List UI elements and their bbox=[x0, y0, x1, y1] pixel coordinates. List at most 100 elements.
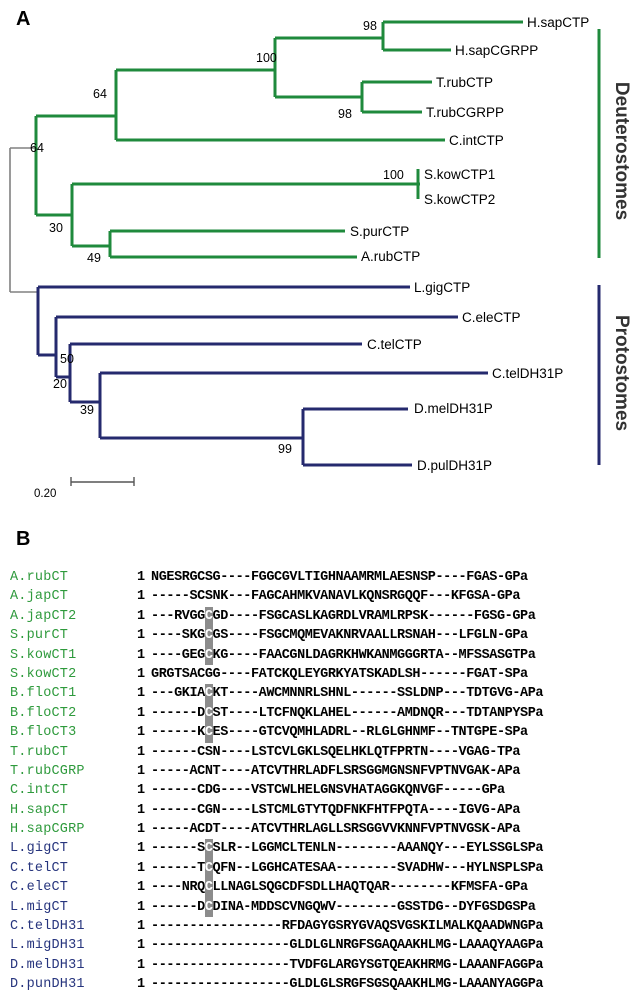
sequence-start: 1 bbox=[137, 860, 146, 876]
leaf-label: C.intCTP bbox=[449, 133, 504, 148]
alignment-row: A.japCT2 1 ---RVGGCGD----FSGCASLKAGRDLVRAM… bbox=[10, 606, 638, 627]
deuterostome-branches bbox=[34, 20, 523, 259]
sequence-start: 1 bbox=[137, 880, 146, 896]
alignment-row: S.purCT 1 ----SKGCGS----FSGCMQMEVAKNRVAALL… bbox=[10, 626, 638, 646]
alignment-row: T.rubCT 1 ------CSN----LSTCVLGKLSQELHKLQTF… bbox=[10, 743, 638, 762]
sequence-name: H.sapCT bbox=[10, 802, 69, 818]
alignment-row: A.rubCT 1 NGESRGCSG----FGGCGVLTIGHNAAMRMLA… bbox=[10, 568, 638, 587]
alignment-row: C.intCT 1 ------CDG----VSTCWLHELGNSVHATAGG… bbox=[10, 781, 638, 800]
branch-prot-root bbox=[36, 285, 410, 357]
leaf-label: H.sapCTP bbox=[527, 15, 589, 30]
sequence-name: D.melDH31 bbox=[10, 957, 85, 973]
scale-label: 0.20 bbox=[34, 488, 56, 500]
sequence-start: 1 bbox=[137, 608, 146, 624]
leaf-label: T.rubCGRPP bbox=[426, 105, 504, 120]
sequence-name: B.floCT3 bbox=[10, 725, 77, 741]
bootstrap-value: 100 bbox=[383, 168, 404, 182]
leaf-label: C.eleCTP bbox=[462, 310, 521, 325]
sequence-name: C.telCT bbox=[10, 860, 69, 876]
tree-root-branch bbox=[9, 147, 38, 293]
sequence-residues: ------DCDINA-MDDSCVNGQWV--------GSSTDG--… bbox=[151, 897, 536, 918]
sequence-name: C.eleCT bbox=[10, 880, 69, 896]
alignment-row: A.japCT 1 -----SCSNK---FAGCAHMKVANAVLKQNSR… bbox=[10, 587, 638, 606]
sequence-start: 1 bbox=[137, 744, 146, 760]
sequence-name: L.migDH31 bbox=[10, 938, 85, 954]
protostome-branches bbox=[36, 285, 488, 467]
sequence-residues: ------SCSLR--LGGMCLTENLN--------AAANQY--… bbox=[151, 839, 543, 859]
alignment-row: B.floCT3 1 ------KCES----GTCVQMHLADRL--RLG… bbox=[10, 723, 638, 743]
sequence-name: C.intCT bbox=[10, 783, 69, 799]
panel-b-label: B bbox=[16, 528, 31, 550]
leaf-label: L.gigCTP bbox=[414, 280, 470, 295]
sequence-name: L.gigCT bbox=[10, 841, 69, 857]
leaf-label: A.rubCTP bbox=[361, 249, 420, 264]
sequence-start: 1 bbox=[137, 589, 146, 605]
alignment-row: H.sapCGRP 1 -----ACDT----ATCVTHRLAGLLSRSGG… bbox=[10, 820, 638, 839]
sequence-name: A.rubCT bbox=[10, 570, 69, 585]
sequence-residues: ------------------GLDLGLSRGFSGSQAAKHLMG-… bbox=[151, 977, 544, 993]
alignment-row: S.kowCT1 1 ----GEGCKG----FAACGNLDAGRKHWKAN… bbox=[10, 645, 638, 665]
leaf-label: S.kowCTP1 bbox=[424, 167, 495, 182]
bootstrap-value: 30 bbox=[49, 221, 63, 235]
sequence-start: 1 bbox=[137, 763, 146, 779]
sequence-alignment: A.rubCT 1 NGESRGCSG----FGGCGVLTIGHNAAMRMLA… bbox=[10, 568, 638, 995]
alignment-row: L.gigCT 1 ------SCSLR--LGGMCLTENLN--------… bbox=[10, 839, 638, 859]
alignment-row: L.migDH31 1 ------------------GLDLGLNRGFSG… bbox=[10, 936, 638, 955]
alignment-row: L.migCT 1 ------DCDINA-MDDSCVNGQWV--------… bbox=[10, 897, 638, 918]
sequence-start: 1 bbox=[137, 957, 146, 973]
alignment-row: C.eleCT 1 ----NRQCLLNAGLSQGCDFSDLLHAQTQAR-… bbox=[10, 878, 638, 898]
sequence-residues: ------------------TVDFGLARGYSGTQEAKHRMG-… bbox=[151, 957, 544, 973]
sequence-name: L.migCT bbox=[10, 899, 69, 915]
leaf-label: C.telDH31P bbox=[492, 366, 563, 381]
sequence-residues: ----SKGCGS----FSGCMQMEVAKNRVAALLRSNAH---… bbox=[151, 626, 528, 646]
bootstrap-value: 99 bbox=[278, 442, 292, 456]
sequence-name: S.purCT bbox=[10, 628, 69, 644]
sequence-name: B.floCT2 bbox=[10, 705, 77, 721]
alignment-row: B.floCT1 1 ---GKIACKT----AWCMNNRLSHNL-----… bbox=[10, 684, 638, 704]
sequence-residues: ------DCST----LTCFNQKLAHEL------AMDNQR--… bbox=[151, 703, 543, 724]
bootstrap-value: 64 bbox=[30, 141, 44, 155]
leaf-label: D.melDH31P bbox=[414, 401, 493, 416]
branch-vert-echi bbox=[273, 36, 383, 99]
leaf-label: S.purCTP bbox=[350, 224, 409, 239]
sequence-name: A.japCT2 bbox=[10, 608, 77, 624]
sequence-start: 1 bbox=[137, 647, 146, 663]
bootstrap-value: 100 bbox=[256, 51, 277, 65]
sequence-start: 1 bbox=[137, 570, 146, 585]
sequence-name: S.kowCT2 bbox=[10, 666, 77, 682]
sequence-start: 1 bbox=[137, 899, 146, 915]
sequence-residues: -----------------RFDAGYGSRYGVAQSVGSKILMA… bbox=[151, 919, 544, 935]
leaf-label: H.sapCGRPP bbox=[455, 43, 538, 58]
bootstrap-value: 64 bbox=[93, 87, 107, 101]
sequence-residues: ------CSN----LSTCVLGKLSQELHKLQTFPRTN----… bbox=[151, 744, 520, 760]
branch-deut-a bbox=[36, 68, 445, 142]
sequence-name: H.sapCGRP bbox=[10, 822, 85, 838]
sequence-name: A.japCT bbox=[10, 589, 69, 605]
sequence-start: 1 bbox=[137, 628, 146, 644]
alignment-row: S.kowCT2 1 GRGTSACGG----FATCKQLEYGRKYATSKA… bbox=[10, 665, 638, 684]
sequence-residues: ---GKIACKT----AWCMNNRLSHNL------SSLDNP--… bbox=[151, 684, 543, 704]
sequence-residues: -----SCSNK---FAGCAHMKVANAVLKQNSRGQQF---K… bbox=[151, 589, 520, 605]
deuterostomes-label: Deuterostomes bbox=[611, 82, 632, 220]
sequence-start: 1 bbox=[137, 666, 146, 682]
leaf-label: C.telCTP bbox=[367, 337, 422, 352]
protostomes-label: Protostomes bbox=[611, 315, 632, 431]
sequence-name: S.kowCT1 bbox=[10, 647, 77, 663]
bootstrap-value: 49 bbox=[87, 251, 101, 265]
sequence-start: 1 bbox=[137, 725, 146, 741]
sequence-residues: -----ACNT----ATCVTHRLADFLSRSGGMGNSNFVPTN… bbox=[151, 763, 520, 779]
leaf-label: S.kowCTP2 bbox=[424, 192, 495, 207]
leaf-label: D.pulDH31P bbox=[417, 458, 492, 473]
sequence-residues: NGESRGCSG----FGGCGVLTIGHNAAMRMLAESNSP---… bbox=[151, 570, 528, 585]
branch-prot-b bbox=[68, 342, 362, 404]
leaf-label: T.rubCTP bbox=[436, 75, 493, 90]
alignment-row: D.melDH31 1 ------------------TVDFGLARGYSG… bbox=[10, 956, 638, 975]
branch-dros bbox=[301, 407, 412, 467]
branch-prot-c bbox=[98, 371, 488, 440]
scale-bar bbox=[70, 477, 135, 486]
bootstrap-value: 20 bbox=[53, 377, 67, 391]
branch-prot-a bbox=[54, 315, 458, 379]
bootstrap-value: 50 bbox=[60, 352, 74, 366]
sequence-start: 1 bbox=[137, 822, 146, 838]
